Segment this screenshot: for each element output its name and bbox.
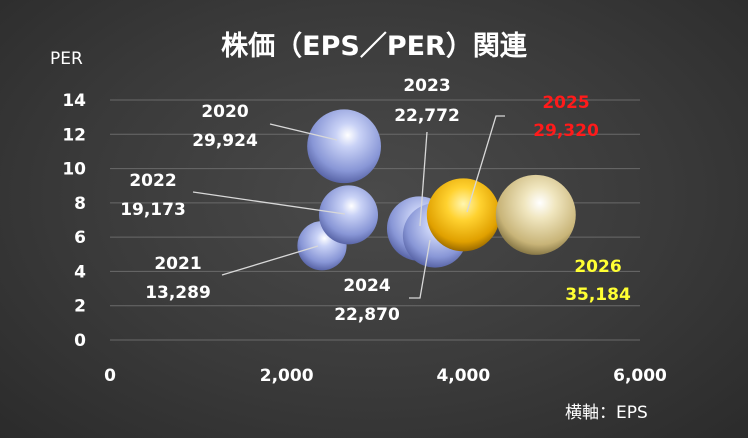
- y-tick-6: 6: [74, 228, 86, 248]
- annotation-2023-price: 22,772: [394, 106, 460, 126]
- annotation-2021-price: 13,289: [145, 283, 211, 303]
- annotation-2025-year: 2025: [542, 93, 589, 113]
- x-tick-4000: 4,000: [436, 366, 490, 386]
- x-tick-6000: 6,000: [613, 366, 667, 386]
- annotation-2021-year: 2021: [154, 254, 201, 274]
- y-tick-4: 4: [74, 262, 86, 282]
- leader-2021: [221, 245, 319, 276]
- y-tick-2: 2: [74, 297, 86, 317]
- annotations: 2020 29,924 2022 19,173 2021 13,289 2023…: [120, 76, 631, 325]
- annotation-2022-price: 19,173: [120, 200, 186, 220]
- annotation-2026-year: 2026: [574, 257, 621, 277]
- x-tick-0: 0: [104, 366, 116, 386]
- annotation-2023-year: 2023: [403, 76, 450, 96]
- leader-2024: [409, 239, 431, 299]
- annotation-2020-year: 2020: [201, 102, 248, 122]
- bubble-2020: [307, 109, 381, 184]
- y-tick-labels: 0 2 4 6 8 10 12 14: [62, 91, 86, 351]
- leader-2023: [419, 131, 428, 227]
- leader-2022: [192, 191, 346, 215]
- y-tick-0: 0: [74, 331, 86, 351]
- x-axis-label: 横軸：EPS: [565, 403, 648, 423]
- bubbles: [297, 109, 576, 271]
- bubble-2022: [319, 185, 378, 245]
- leader-2025: [466, 115, 505, 213]
- annotation-2026-price: 35,184: [565, 285, 631, 305]
- x-tick-labels: 0 2,000 4,000 6,000: [104, 366, 667, 386]
- leader-2020: [269, 123, 338, 141]
- x-tick-2000: 2,000: [260, 366, 314, 386]
- y-tick-14: 14: [62, 91, 86, 111]
- y-axis-label: PER: [50, 49, 83, 69]
- chart-title: 株価（EPS／PER）関連: [221, 31, 528, 62]
- annotation-2020-price: 29,924: [192, 131, 258, 151]
- annotation-2024-year: 2024: [343, 276, 390, 296]
- annotation-2025-price: 29,320: [533, 121, 599, 141]
- y-tick-10: 10: [62, 160, 86, 180]
- y-tick-12: 12: [62, 125, 86, 145]
- bubble-2025: [426, 178, 500, 252]
- annotation-2024-price: 22,870: [334, 305, 400, 325]
- bubble-2026: [495, 174, 576, 255]
- annotation-2022-year: 2022: [129, 171, 176, 191]
- y-tick-8: 8: [74, 194, 86, 214]
- leader-lines: [192, 115, 505, 299]
